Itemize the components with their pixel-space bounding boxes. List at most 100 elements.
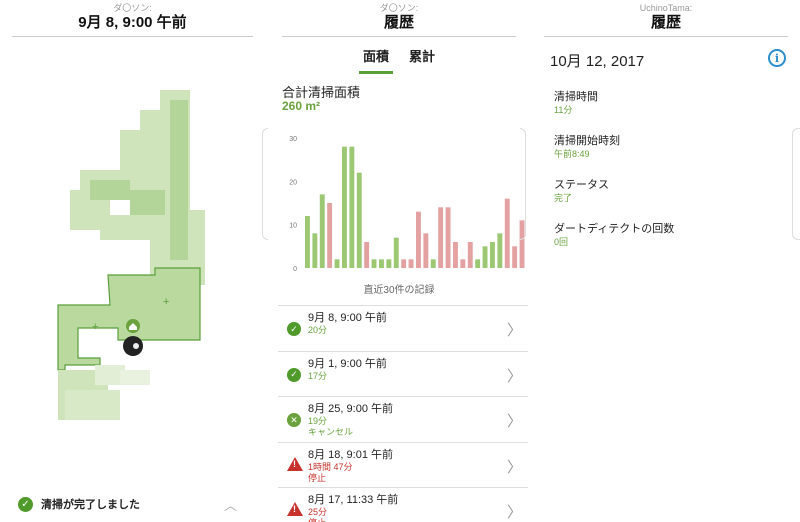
chart-bar[interactable]: [327, 203, 333, 268]
y-tick-label: 30: [289, 136, 297, 143]
total-area-label: 合計清掃面積: [282, 85, 361, 100]
view-tabs: 面積 累計: [270, 42, 528, 74]
area-bar-chart: 0 10 20 30: [289, 136, 525, 273]
map-header: ダ〇ソン: 9月 8, 9:00 午前: [12, 0, 253, 37]
history-row-duration: 25分: [308, 507, 328, 517]
chart-bar[interactable]: [519, 220, 525, 268]
svg-text:+: +: [163, 296, 169, 308]
chart-bar[interactable]: [401, 259, 407, 268]
chart-bar[interactable]: [430, 259, 436, 268]
history-row-title: 8月 18, 9:01 午前: [308, 448, 393, 461]
detail-start-time: 清掃開始時刻 午前8:49: [554, 134, 620, 160]
chart-bar[interactable]: [497, 233, 503, 268]
history-row-title: 9月 1, 9:00 午前: [308, 357, 387, 370]
detail-status: ステータス 完了: [554, 178, 609, 204]
chevron-right-icon: 〉: [506, 504, 522, 521]
chart-bar[interactable]: [467, 242, 473, 268]
chevron-up-icon[interactable]: ︿: [223, 498, 237, 513]
history-row[interactable]: ✓ 9月 8, 9:00 午前 20分 〉: [278, 305, 528, 351]
card-edge: [262, 128, 268, 240]
chart-bar[interactable]: [342, 146, 347, 268]
robot-name: UchinoTama:: [639, 3, 693, 13]
chart-bar[interactable]: [319, 194, 325, 268]
detail-duration: 清掃時間 11分: [554, 90, 598, 116]
warning-icon: !: [287, 456, 303, 471]
history-row[interactable]: ! 8月 17, 11:33 午前25分停止〉: [278, 487, 528, 522]
chart-bar[interactable]: [460, 259, 466, 268]
history-row-title: 9月 8, 9:00 午前: [308, 312, 387, 324]
chart-bar[interactable]: [408, 259, 414, 268]
check-icon: ✓: [18, 496, 33, 512]
info-icon[interactable]: i: [768, 49, 786, 67]
chevron-right-icon: 〉: [506, 367, 522, 385]
history-row-title: 8月 17, 11:33 午前: [308, 494, 399, 506]
history-row[interactable]: ! 8月 18, 9:01 午前 1時間 47分 停止 〉: [278, 441, 528, 488]
svg-text:+: +: [92, 321, 98, 333]
card-edge: [792, 128, 800, 240]
history-row-title: 8月 25, 9:00 午前: [308, 403, 393, 415]
chart-bar[interactable]: [349, 146, 355, 268]
chart-bar[interactable]: [475, 259, 481, 268]
card-edge: [520, 128, 526, 240]
chart-bar[interactable]: [371, 259, 377, 268]
chart-bar[interactable]: [386, 259, 392, 268]
chart-bar[interactable]: [512, 246, 518, 268]
history-row-duration: 19分: [308, 416, 328, 426]
chart-bar[interactable]: [453, 242, 458, 268]
chart-bar[interactable]: [356, 172, 362, 268]
tab-cumulative[interactable]: 累計: [409, 49, 436, 64]
history-row-status: 停止: [308, 518, 528, 522]
chart-bar[interactable]: [312, 233, 318, 268]
history-row-duration: 20分: [308, 325, 328, 335]
detail-value: 午前8:49: [554, 149, 590, 159]
chevron-right-icon: 〉: [506, 413, 522, 430]
detail-label: 清掃開始時刻: [554, 135, 620, 147]
clean-map: + +: [57, 90, 205, 420]
chart-bar[interactable]: [504, 198, 510, 268]
chart-bar[interactable]: [379, 259, 384, 268]
chart-bar[interactable]: [305, 216, 310, 268]
detail-label: 清掃時間: [554, 91, 598, 103]
chart-bar[interactable]: [438, 207, 444, 268]
history-row[interactable]: ✕ 8月 25, 9:00 午前 19分 キャンセル 〉: [278, 396, 528, 442]
history-title: 履歴: [383, 14, 414, 31]
history-row-status: キャンセル: [308, 427, 354, 437]
history-header: ダ〇ソン: 履歴: [282, 0, 516, 37]
chart-bar[interactable]: [334, 259, 340, 268]
history-row-duration: 17分: [308, 370, 328, 381]
chart-bar[interactable]: [423, 233, 429, 268]
history-panel: ダ〇ソン: 履歴 面積 累計 合計清掃面積 260 m² 0 10 20 30 直近3…: [270, 0, 528, 522]
history-list: ✓ 9月 8, 9:00 午前 20分〉 ✓ 9月 1, 9:00 午前 17分〉 ✕ 8月 …: [278, 305, 528, 522]
y-tick-label: 10: [289, 223, 297, 230]
detail-header: UchinoTama: 履歴: [544, 0, 788, 37]
completion-text: 清掃が完了しました: [41, 499, 140, 511]
history-row-duration: 1時間 47分: [308, 461, 353, 472]
robot-name: ダ〇ソン:: [379, 3, 419, 13]
y-tick-label: 0: [293, 266, 297, 273]
chart-bar[interactable]: [393, 237, 399, 268]
y-tick-label: 20: [289, 179, 297, 186]
chart-bar[interactable]: [490, 242, 495, 268]
chart-bar[interactable]: [416, 211, 421, 268]
tab-area[interactable]: 面積: [358, 42, 393, 74]
detail-value: 完了: [554, 193, 573, 203]
total-area-value: 260 m²: [282, 99, 321, 113]
map-panel: ダ〇ソン: 9月 8, 9:00 午前 + + ✓ 清掃が完了しま: [0, 0, 265, 522]
map-title: 9月 8, 9:00 午前: [78, 14, 187, 31]
warning-icon: !: [287, 502, 303, 516]
chart-bar[interactable]: [364, 242, 370, 268]
completion-bar[interactable]: ✓ 清掃が完了しました ︿: [0, 486, 265, 522]
detail-label: ステータス: [554, 179, 609, 191]
chevron-right-icon: 〉: [506, 458, 522, 476]
detail-label: ダートディテクトの回数: [554, 223, 675, 235]
detail-title: 履歴: [650, 14, 681, 31]
detail-dirt-detect: ダートディテクトの回数 0回: [554, 222, 674, 248]
detail-panel: UchinoTama: 履歴 10月 12, 2017 i 清掃時間 11分 清…: [532, 0, 800, 522]
job-date: 10月 12, 2017: [550, 53, 645, 70]
cancel-icon: ✕: [287, 413, 301, 427]
history-row[interactable]: ✓ 9月 1, 9:00 午前 17分 〉: [278, 350, 528, 397]
chart-bar[interactable]: [482, 246, 488, 268]
detail-value: 11分: [554, 105, 573, 115]
check-icon: ✓: [287, 367, 301, 382]
chart-bar[interactable]: [445, 207, 451, 268]
